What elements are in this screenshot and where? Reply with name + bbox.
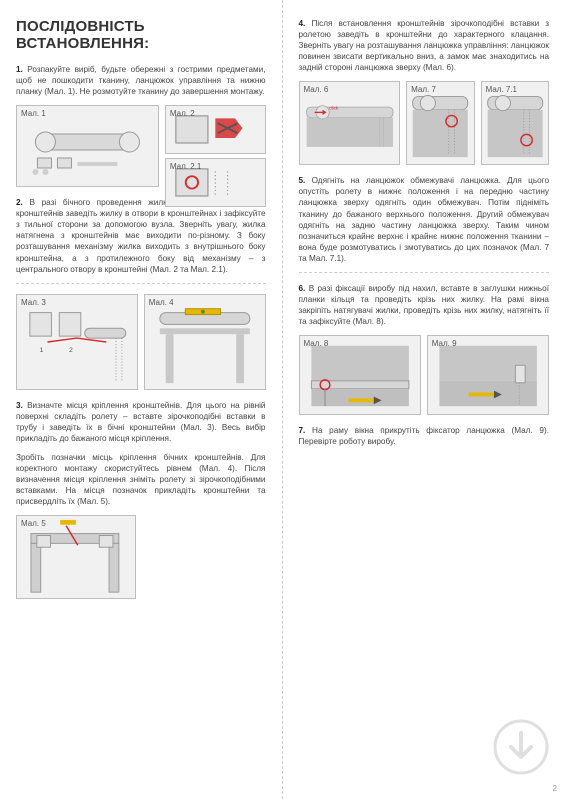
fig-21-label: Мал. 2.1 (170, 162, 201, 171)
page-title: ПОСЛІДОВНІСТЬ ВСТАНОВЛЕННЯ: (16, 18, 266, 52)
fig-7-label: Мал. 7 (411, 85, 436, 94)
fig-row-5: Мал. 8 Мал. 9 (299, 335, 550, 415)
instruction-page: ПОСЛІДОВНІСТЬ ВСТАНОВЛЕННЯ: 1. Розпакуйт… (0, 0, 565, 799)
step-3: 3. Визначте місця кріплення кронштейнів.… (16, 400, 266, 444)
figure-9: Мал. 9 (427, 335, 549, 415)
fig-row-3: Мал. 5 (16, 515, 266, 599)
figure-4: Мал. 4 (144, 294, 266, 390)
fig-71-svg (482, 82, 548, 164)
fig-row-4: Мал. 6 click Мал. 7 (299, 81, 550, 165)
figure-5: Мал. 5 (16, 515, 136, 599)
figure-6: Мал. 6 click (299, 81, 401, 165)
step-3-num: 3. (16, 401, 23, 410)
fig-row-2: Мал. 3 1 2 Мал. 4 (16, 294, 266, 390)
step-6-text: В разі фіксації виробу під нахил, вставт… (299, 284, 550, 326)
step-5-num: 5. (299, 176, 306, 185)
fig-7-svg (407, 82, 473, 164)
svg-text:2: 2 (69, 346, 73, 353)
fig-3-label: Мал. 3 (21, 298, 46, 307)
step-1: 1. Розпакуйте виріб, будьте обережні з г… (16, 64, 266, 97)
fig-71-label: Мал. 7.1 (486, 85, 517, 94)
fig-2-label: Мал. 2 (170, 109, 195, 118)
step-4-text: Після встановлення кронштейнів зірочкопо… (299, 19, 550, 72)
svg-text:1: 1 (40, 346, 44, 353)
step-3-text: Визначте місця кріплення кронштейнів. Дл… (16, 401, 266, 443)
fig-4-label: Мал. 4 (149, 298, 174, 307)
fig-6-label: Мал. 6 (304, 85, 329, 94)
step-4-num: 4. (299, 19, 306, 28)
fig-8-label: Мал. 8 (304, 339, 329, 348)
divider-right (299, 272, 550, 273)
step-7-num: 7. (299, 426, 306, 435)
figure-8: Мал. 8 (299, 335, 421, 415)
figure-7: Мал. 7 (406, 81, 474, 165)
step-4: 4. Після встановлення кронштейнів зірочк… (299, 18, 550, 73)
figure-7-1: Мал. 7.1 (481, 81, 549, 165)
step-5-text: Одягніть на ланцюжок обмежувачі ланцюжка… (299, 176, 550, 262)
step-2-text: В разі бічного проведення жилки перед вс… (16, 198, 266, 273)
figure-2: Мал. 2 (165, 105, 266, 154)
figure-1: Мал. 1 (16, 105, 159, 187)
step-3b-text: Зробіть позначки місць кріплення бічних … (16, 453, 266, 506)
divider-left (16, 283, 266, 284)
step-1-num: 1. (16, 65, 23, 74)
left-column: ПОСЛІДОВНІСТЬ ВСТАНОВЛЕННЯ: 1. Розпакуйт… (0, 0, 283, 799)
page-number: 2 (553, 784, 557, 793)
right-column: 4. Після встановлення кронштейнів зірочк… (283, 0, 565, 799)
step-6: 6. В разі фіксації виробу під нахил, вст… (299, 283, 550, 327)
step-7: 7. На раму вікна прикрутіть фіксатор лан… (299, 425, 550, 447)
step-1-text: Розпакуйте виріб, будьте обережні з гост… (16, 65, 266, 96)
fig-4-svg (145, 295, 265, 389)
step-7-text: На раму вікна прикрутіть фіксатор ланцюж… (299, 426, 549, 446)
step-2: 2. В разі бічного проведення жилки перед… (16, 197, 266, 274)
step-5: 5. Одягніть на ланцюжок обмежувачі ланцю… (299, 175, 550, 264)
fig-6-svg: click (300, 82, 400, 164)
figure-2-1: Мал. 2.1 (165, 158, 266, 207)
watermark-icon (493, 719, 549, 775)
fig-5-label: Мал. 5 (21, 519, 46, 528)
step-2-num: 2. (16, 198, 23, 207)
figure-3: Мал. 3 1 2 (16, 294, 138, 390)
click-label: click (329, 106, 339, 111)
fig-3-svg: 1 2 (17, 295, 137, 389)
fig-1-svg (17, 106, 158, 186)
step-3b: Зробіть позначки місць кріплення бічних … (16, 452, 266, 507)
fig-5-svg (17, 516, 135, 598)
fig-row-1: Мал. 1 Мал. 2 (16, 105, 266, 187)
fig-9-label: Мал. 9 (432, 339, 457, 348)
step-6-num: 6. (299, 284, 306, 293)
fig-1-label: Мал. 1 (21, 109, 46, 118)
